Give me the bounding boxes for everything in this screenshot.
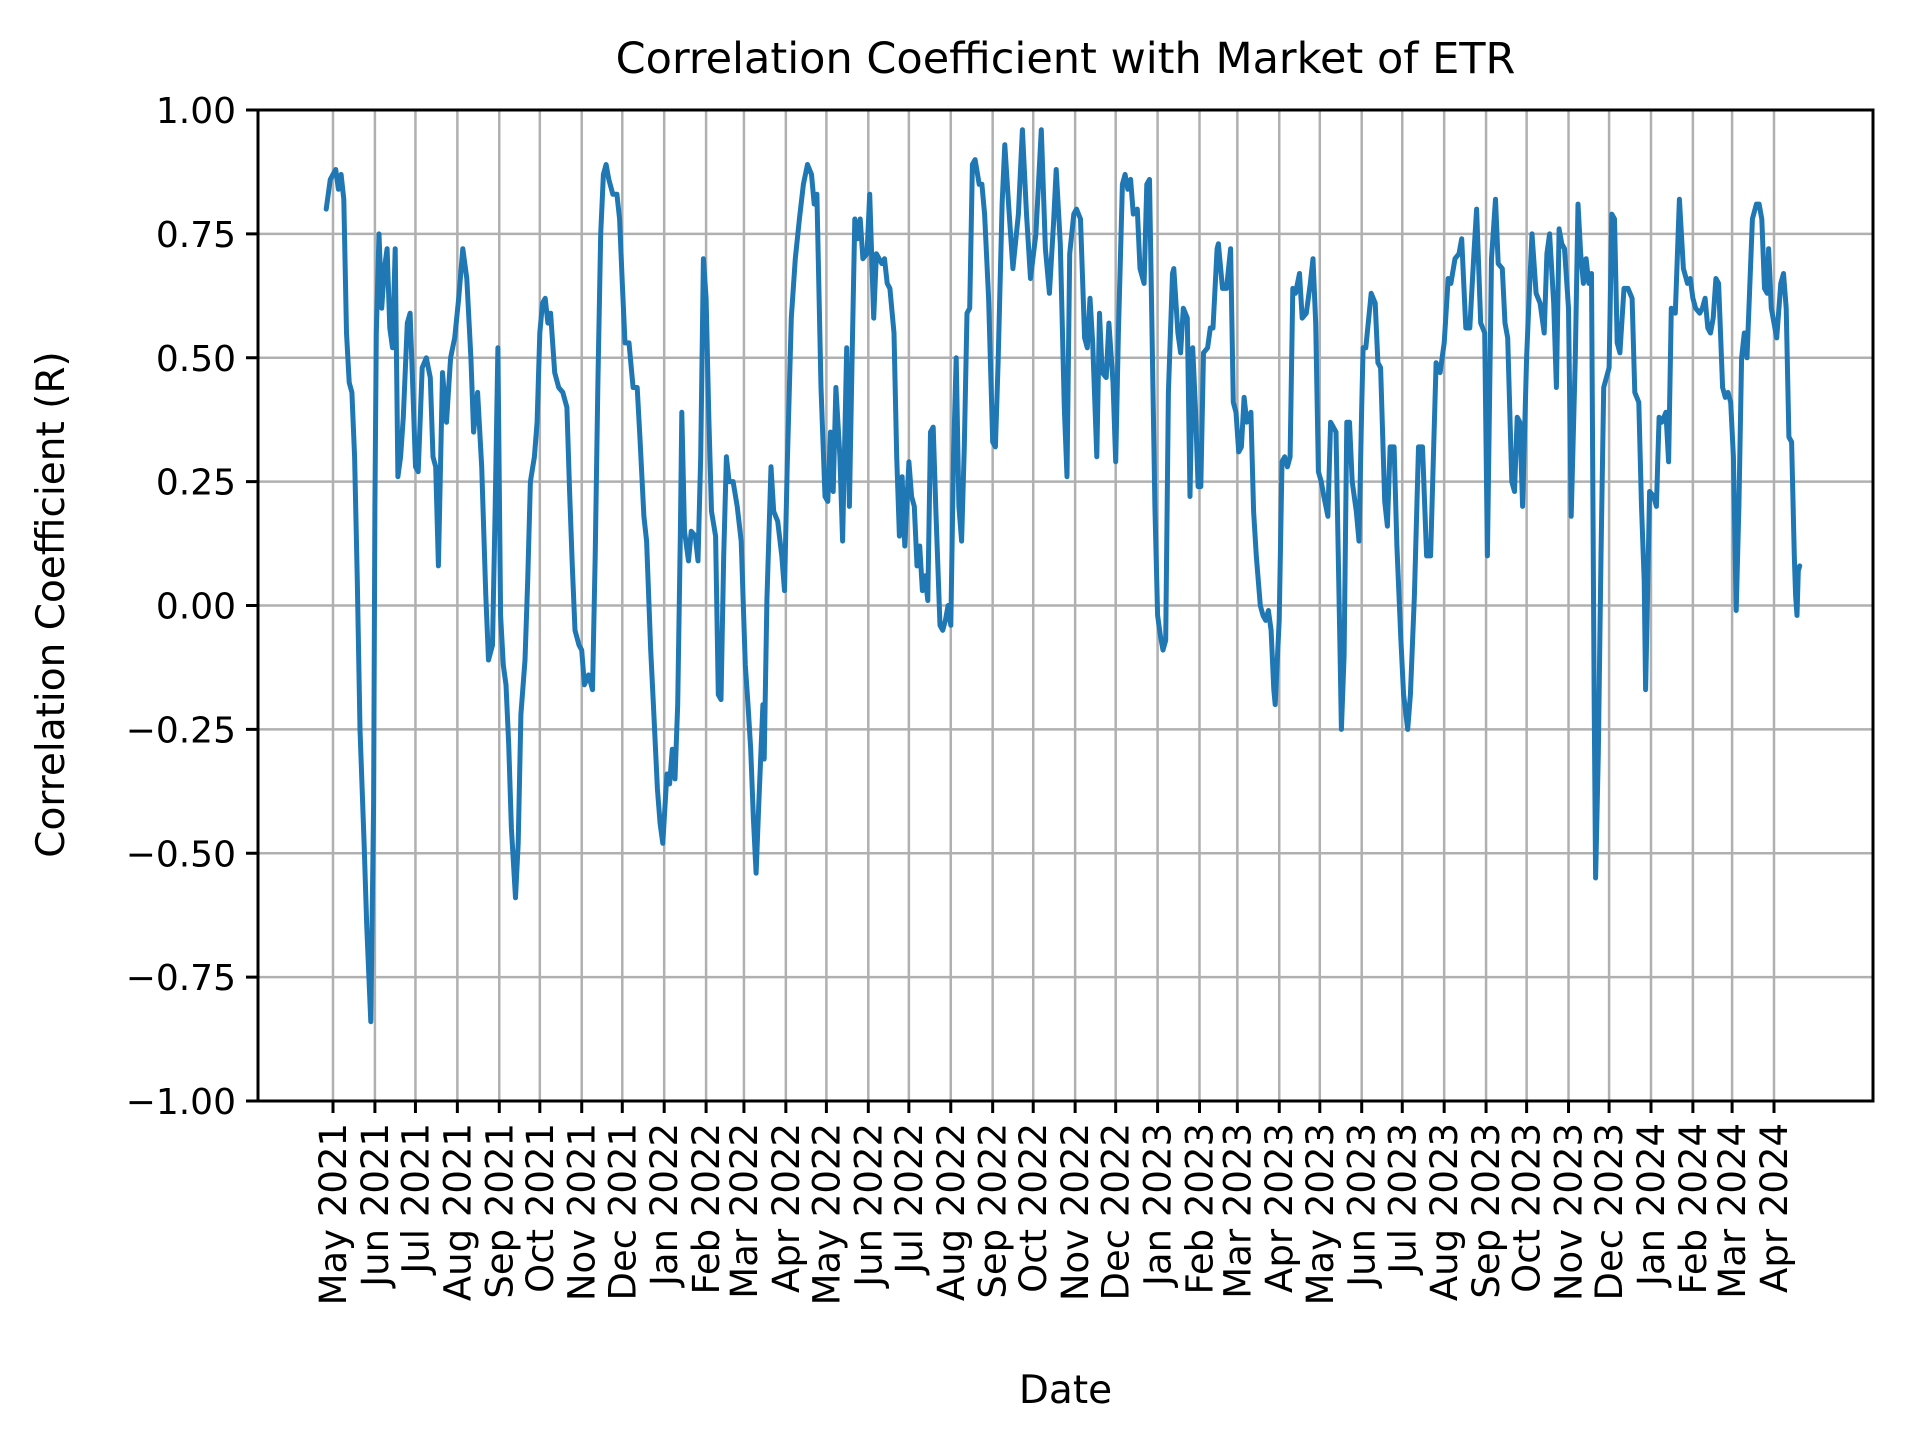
y-tick-label: 0.00 — [156, 587, 236, 628]
x-tick-label: Oct 2021 — [519, 1123, 562, 1293]
x-tick-label: Jul 2021 — [394, 1123, 437, 1276]
x-tick-label: Jun 2023 — [1341, 1123, 1384, 1289]
x-tick-label: Nov 2023 — [1548, 1123, 1591, 1301]
y-tick-label: 0.50 — [156, 339, 236, 380]
x-tick-label: Dec 2021 — [601, 1123, 644, 1301]
x-tick-label: Feb 2022 — [685, 1123, 728, 1294]
x-tick-label: Aug 2021 — [436, 1123, 479, 1301]
x-tick-label: Mar 2024 — [1711, 1123, 1754, 1299]
x-tick-label: Oct 2022 — [1012, 1123, 1055, 1293]
x-tick-label: Apr 2022 — [765, 1123, 808, 1293]
data-line — [323, 127, 1803, 1025]
y-tick-label: −0.75 — [126, 958, 236, 999]
y-tick-label: −0.50 — [126, 834, 236, 875]
x-tick-label: Jun 2021 — [354, 1123, 397, 1289]
x-tick-label: May 2021 — [312, 1123, 355, 1305]
x-tick-label: Nov 2022 — [1054, 1123, 1097, 1301]
y-axis-label: Correlation Coefficient (R) — [29, 351, 74, 858]
x-tick-label: Dec 2023 — [1588, 1123, 1631, 1301]
x-tick-label: Aug 2022 — [930, 1123, 973, 1301]
x-tick-label: Feb 2024 — [1672, 1123, 1715, 1294]
x-tick-label: Jan 2023 — [1137, 1123, 1180, 1288]
x-tick-label: Jan 2022 — [643, 1123, 686, 1288]
x-tick-label: Sep 2021 — [478, 1123, 521, 1299]
y-tick-label: 1.00 — [156, 91, 236, 132]
x-tick-label: Apr 2023 — [1258, 1123, 1301, 1293]
x-tick-label: Dec 2022 — [1095, 1123, 1138, 1301]
x-tick-label: Nov 2021 — [561, 1123, 604, 1301]
y-tick-label: −0.25 — [126, 710, 236, 751]
x-tick-label: Jul 2023 — [1381, 1123, 1424, 1276]
x-tick-label: May 2023 — [1299, 1123, 1342, 1305]
x-tick-label: Oct 2023 — [1506, 1123, 1549, 1293]
x-tick-label: Sep 2023 — [1465, 1123, 1508, 1299]
x-tick-label: Apr 2024 — [1753, 1123, 1796, 1293]
x-axis-label: Date — [1018, 1368, 1113, 1413]
y-tick-label: 0.25 — [156, 463, 236, 504]
y-tick-label: 0.75 — [156, 215, 236, 256]
x-tick-label: Jul 2022 — [888, 1123, 931, 1276]
chart-title: Correlation Coefficient with Market of E… — [615, 34, 1516, 84]
x-tick-label: Jan 2024 — [1630, 1123, 1673, 1288]
x-tick-label: Mar 2023 — [1216, 1123, 1259, 1299]
x-tick-label: May 2022 — [805, 1123, 848, 1305]
x-tick-label: Sep 2022 — [972, 1123, 1015, 1299]
x-tick-label: Feb 2023 — [1178, 1123, 1221, 1294]
x-tick-label: Mar 2022 — [723, 1123, 766, 1299]
y-tick-label: −1.00 — [126, 1082, 236, 1123]
x-tick-label: Jun 2022 — [847, 1123, 890, 1289]
x-tick-label: Aug 2023 — [1423, 1123, 1466, 1301]
